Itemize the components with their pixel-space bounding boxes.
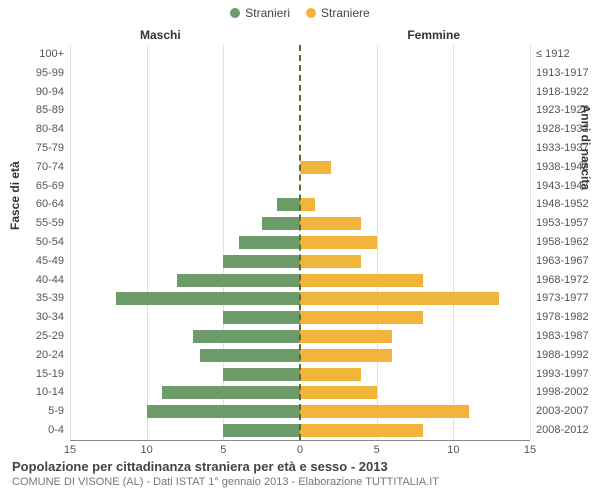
bar-male [147, 405, 300, 418]
age-label: 15-19 [36, 365, 64, 384]
bar-female [300, 349, 392, 362]
x-baseline [70, 440, 530, 441]
age-label: 80-84 [36, 120, 64, 139]
age-label: 60-64 [36, 195, 64, 214]
bar-female [300, 161, 331, 174]
age-label: 0-4 [48, 421, 64, 440]
birth-year-label: 1973-1977 [536, 289, 589, 308]
population-pyramid-chart: Stranieri Straniere Maschi Femmine Fasce … [0, 0, 600, 500]
bar-female [300, 236, 377, 249]
bar-male [262, 217, 300, 230]
birth-year-label: 2008-2012 [536, 421, 589, 440]
legend-swatch [306, 8, 316, 18]
age-label: 50-54 [36, 233, 64, 252]
bar-male [162, 386, 300, 399]
grid-line [530, 45, 531, 440]
column-header-female: Femmine [407, 28, 460, 42]
bar-female [300, 405, 469, 418]
age-label: 95-99 [36, 64, 64, 83]
bar-male [223, 424, 300, 437]
bar-female [300, 368, 361, 381]
center-divider [299, 45, 301, 440]
bar-male [223, 255, 300, 268]
birth-year-label: 1918-1922 [536, 83, 589, 102]
age-label: 40-44 [36, 271, 64, 290]
birth-year-label: 1978-1982 [536, 308, 589, 327]
birth-year-label: 1958-1962 [536, 233, 589, 252]
bar-male [277, 198, 300, 211]
legend-label: Straniere [321, 6, 370, 20]
age-label: 70-74 [36, 158, 64, 177]
bar-male [239, 236, 300, 249]
birth-year-label: 2003-2007 [536, 402, 589, 421]
bar-male [177, 274, 300, 287]
footer-title: Popolazione per cittadinanza straniera p… [12, 459, 588, 474]
age-label: 20-24 [36, 346, 64, 365]
age-label: 25-29 [36, 327, 64, 346]
age-label: 65-69 [36, 177, 64, 196]
column-header-male: Maschi [140, 28, 181, 42]
x-tick: 15 [64, 444, 76, 456]
legend: Stranieri Straniere [0, 6, 600, 21]
age-label: 45-49 [36, 252, 64, 271]
bar-female [300, 386, 377, 399]
bar-female [300, 311, 423, 324]
legend-swatch [230, 8, 240, 18]
birth-year-label: 1938-1942 [536, 158, 589, 177]
x-tick: 5 [220, 444, 226, 456]
y-axis-left-title: Fasce di età [8, 161, 22, 230]
age-label: 90-94 [36, 83, 64, 102]
chart-footer: Popolazione per cittadinanza straniera p… [12, 459, 588, 488]
bar-male [116, 292, 300, 305]
bar-male [200, 349, 300, 362]
birth-year-label: 1968-1972 [536, 271, 589, 290]
bar-male [223, 368, 300, 381]
legend-item: Stranieri [230, 6, 290, 20]
birth-year-label: 1943-1947 [536, 177, 589, 196]
birth-year-label: 1993-1997 [536, 365, 589, 384]
x-tick: 0 [297, 444, 303, 456]
birth-year-label: 1988-1992 [536, 346, 589, 365]
bar-female [300, 424, 423, 437]
age-label: 85-89 [36, 101, 64, 120]
x-tick: 10 [447, 444, 459, 456]
plot-area: 100+≤ 191295-991913-191790-941918-192285… [70, 45, 530, 440]
birth-year-label: 1933-1937 [536, 139, 589, 158]
legend-label: Stranieri [245, 6, 290, 20]
birth-year-label: ≤ 1912 [536, 45, 570, 64]
bar-male [223, 311, 300, 324]
legend-item: Straniere [306, 6, 370, 20]
bar-female [300, 217, 361, 230]
bar-male [193, 330, 300, 343]
age-label: 100+ [39, 45, 64, 64]
x-axis: 15105051015 [70, 440, 530, 460]
age-label: 10-14 [36, 383, 64, 402]
birth-year-label: 1953-1957 [536, 214, 589, 233]
birth-year-label: 1928-1932 [536, 120, 589, 139]
age-label: 55-59 [36, 214, 64, 233]
birth-year-label: 1923-1927 [536, 101, 589, 120]
bar-female [300, 255, 361, 268]
age-label: 75-79 [36, 139, 64, 158]
bar-female [300, 274, 423, 287]
bar-female [300, 198, 315, 211]
footer-subtitle: COMUNE DI VISONE (AL) - Dati ISTAT 1° ge… [12, 476, 588, 488]
birth-year-label: 1983-1987 [536, 327, 589, 346]
bar-female [300, 292, 499, 305]
x-tick: 5 [374, 444, 380, 456]
birth-year-label: 1913-1917 [536, 64, 589, 83]
age-label: 30-34 [36, 308, 64, 327]
age-label: 35-39 [36, 289, 64, 308]
x-tick: 10 [141, 444, 153, 456]
birth-year-label: 1963-1967 [536, 252, 589, 271]
x-tick: 15 [524, 444, 536, 456]
birth-year-label: 1998-2002 [536, 383, 589, 402]
birth-year-label: 1948-1952 [536, 195, 589, 214]
bar-female [300, 330, 392, 343]
age-label: 5-9 [48, 402, 64, 421]
